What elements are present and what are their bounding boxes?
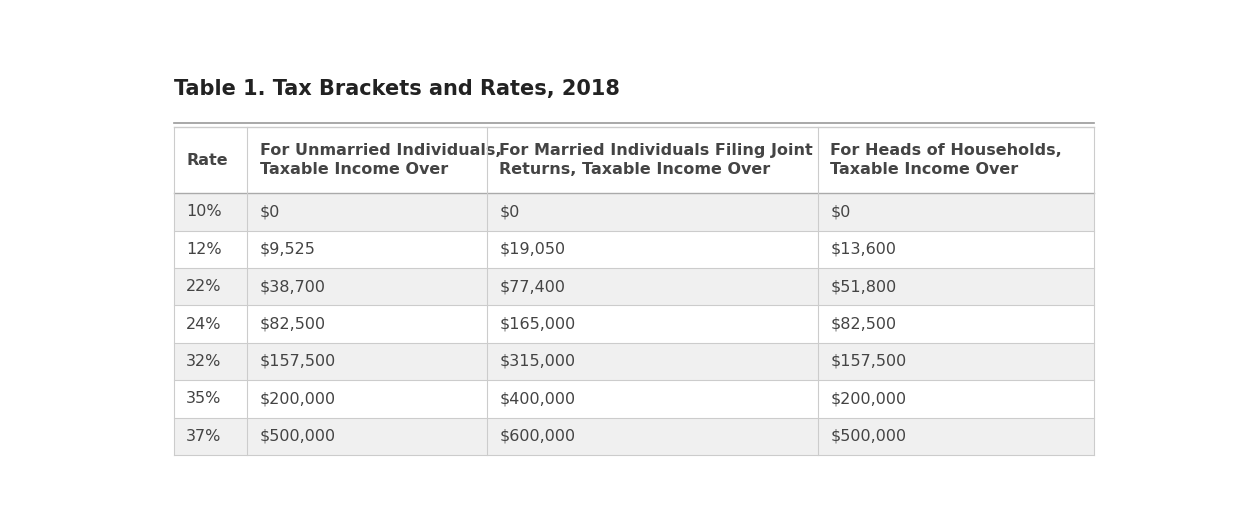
- FancyBboxPatch shape: [818, 193, 1094, 231]
- Text: $165,000: $165,000: [500, 317, 575, 331]
- Text: Table 1. Tax Brackets and Rates, 2018: Table 1. Tax Brackets and Rates, 2018: [173, 79, 620, 99]
- FancyBboxPatch shape: [818, 418, 1094, 455]
- FancyBboxPatch shape: [173, 193, 247, 231]
- Text: Rate: Rate: [187, 152, 228, 168]
- Text: $600,000: $600,000: [500, 429, 575, 444]
- Text: $157,500: $157,500: [830, 354, 907, 369]
- FancyBboxPatch shape: [486, 268, 818, 305]
- Text: For Unmarried Individuals,
Taxable Income Over: For Unmarried Individuals, Taxable Incom…: [260, 143, 501, 177]
- Text: $200,000: $200,000: [260, 392, 336, 406]
- FancyBboxPatch shape: [486, 231, 818, 268]
- FancyBboxPatch shape: [173, 343, 247, 380]
- Text: $400,000: $400,000: [500, 392, 575, 406]
- FancyBboxPatch shape: [247, 343, 486, 380]
- Text: 12%: 12%: [187, 242, 221, 257]
- FancyBboxPatch shape: [486, 127, 818, 193]
- FancyBboxPatch shape: [247, 127, 486, 193]
- FancyBboxPatch shape: [247, 193, 486, 231]
- Text: $9,525: $9,525: [260, 242, 315, 257]
- FancyBboxPatch shape: [173, 380, 247, 418]
- FancyBboxPatch shape: [173, 305, 247, 343]
- FancyBboxPatch shape: [486, 305, 818, 343]
- FancyBboxPatch shape: [486, 418, 818, 455]
- FancyBboxPatch shape: [818, 380, 1094, 418]
- Text: $157,500: $157,500: [260, 354, 336, 369]
- Text: $500,000: $500,000: [830, 429, 907, 444]
- FancyBboxPatch shape: [173, 418, 247, 455]
- Text: $77,400: $77,400: [500, 279, 565, 294]
- Text: $19,050: $19,050: [500, 242, 565, 257]
- FancyBboxPatch shape: [173, 268, 247, 305]
- Text: $500,000: $500,000: [260, 429, 336, 444]
- Text: $0: $0: [830, 205, 851, 219]
- FancyBboxPatch shape: [486, 193, 818, 231]
- Text: $82,500: $82,500: [260, 317, 327, 331]
- Text: $13,600: $13,600: [830, 242, 897, 257]
- Text: 22%: 22%: [187, 279, 221, 294]
- Text: $82,500: $82,500: [830, 317, 897, 331]
- FancyBboxPatch shape: [818, 231, 1094, 268]
- FancyBboxPatch shape: [818, 305, 1094, 343]
- Text: 10%: 10%: [187, 205, 221, 219]
- Text: $0: $0: [260, 205, 281, 219]
- Text: 32%: 32%: [187, 354, 221, 369]
- FancyBboxPatch shape: [486, 380, 818, 418]
- Text: 24%: 24%: [187, 317, 221, 331]
- FancyBboxPatch shape: [818, 268, 1094, 305]
- FancyBboxPatch shape: [247, 231, 486, 268]
- Text: 37%: 37%: [187, 429, 221, 444]
- FancyBboxPatch shape: [247, 418, 486, 455]
- Text: For Married Individuals Filing Joint
Returns, Taxable Income Over: For Married Individuals Filing Joint Ret…: [500, 143, 813, 177]
- FancyBboxPatch shape: [818, 127, 1094, 193]
- FancyBboxPatch shape: [247, 305, 486, 343]
- FancyBboxPatch shape: [173, 127, 247, 193]
- Text: $200,000: $200,000: [830, 392, 907, 406]
- Text: For Heads of Households,
Taxable Income Over: For Heads of Households, Taxable Income …: [830, 143, 1063, 177]
- Text: $38,700: $38,700: [260, 279, 325, 294]
- Text: $51,800: $51,800: [830, 279, 897, 294]
- Text: $315,000: $315,000: [500, 354, 575, 369]
- Text: 35%: 35%: [187, 392, 221, 406]
- FancyBboxPatch shape: [247, 380, 486, 418]
- Text: $0: $0: [500, 205, 520, 219]
- FancyBboxPatch shape: [818, 343, 1094, 380]
- FancyBboxPatch shape: [247, 268, 486, 305]
- FancyBboxPatch shape: [173, 231, 247, 268]
- FancyBboxPatch shape: [486, 343, 818, 380]
